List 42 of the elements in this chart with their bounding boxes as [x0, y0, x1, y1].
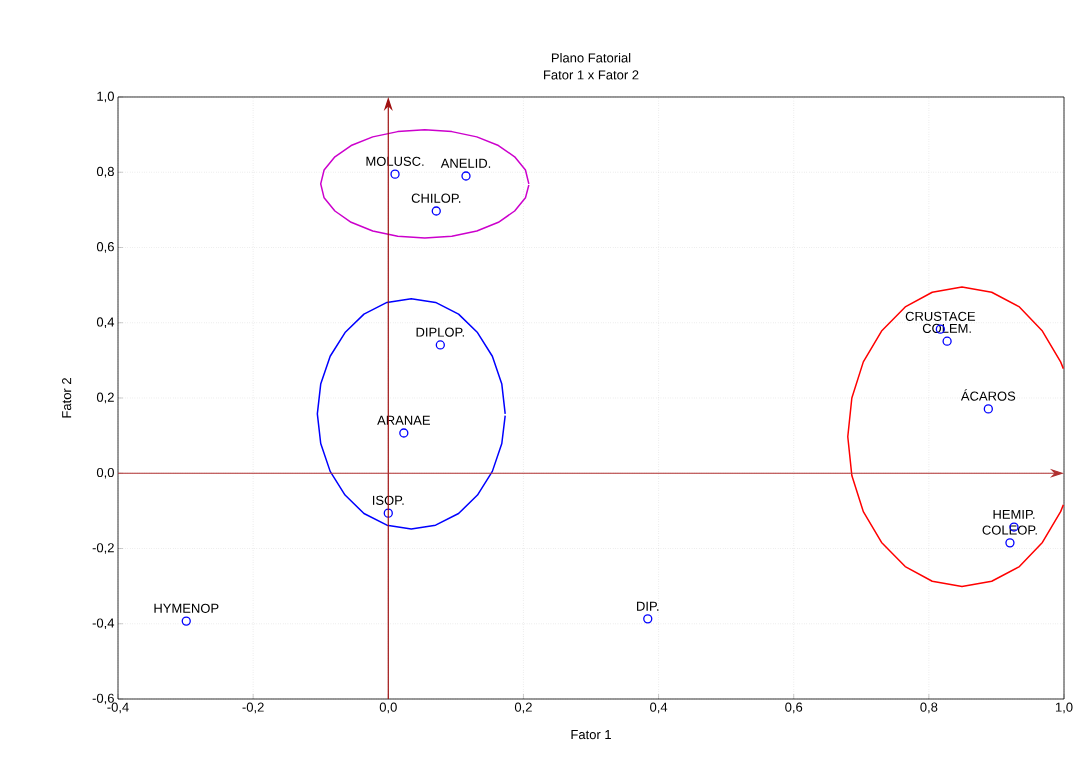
annotation: DIP.: [637, 601, 659, 611]
y-tick-label: -0,2: [92, 543, 114, 554]
x-tick-label: 0,0: [379, 702, 397, 714]
annotation: ÁCAROS: [960, 389, 1016, 401]
annotation: ANELID.: [440, 158, 491, 168]
x-tick-label: -0,2: [242, 702, 264, 714]
y-tick-label: -0,4: [92, 618, 115, 630]
x-tick-label: 0,4: [650, 702, 668, 714]
annotation: DIPLOP.: [416, 327, 464, 337]
point: [383, 508, 393, 518]
point: [983, 404, 993, 414]
y-tick-label: 0,6: [96, 242, 114, 253]
y-axis-title: Fator 2: [62, 378, 72, 418]
x-tick-label: 0,6: [785, 702, 803, 714]
point: [942, 336, 952, 346]
point: [399, 428, 409, 438]
point: [643, 614, 653, 624]
line-series: [319, 128, 530, 239]
annotation: CHILOP.: [411, 193, 461, 203]
annotation: CRUSTACE: [905, 311, 976, 321]
line-series: [847, 286, 1065, 588]
x-tick-label: 1,0: [1055, 702, 1073, 714]
y-tick-label: 0,2: [96, 392, 114, 404]
annotation: HYMENOP: [154, 603, 219, 613]
y-tick-label: 0,0: [96, 467, 114, 479]
chart-subtitle: Fator 1 x Fator 2: [544, 70, 639, 80]
point: [1005, 538, 1015, 548]
annotation: HEMIP.: [993, 509, 1035, 519]
annotation: COLEOP.: [982, 525, 1037, 535]
y-tick-label: 0,8: [96, 166, 114, 178]
x-tick-label: 0,2: [514, 702, 532, 714]
point: [390, 169, 400, 179]
x-axis-title: Fator 1: [571, 730, 611, 740]
chart-title: Plano Fatorial: [551, 52, 631, 63]
point: [181, 616, 191, 626]
point: [431, 206, 441, 216]
y-tick-label: 1,0: [97, 91, 114, 103]
point: [461, 171, 471, 181]
y-tick-label: 0,4: [96, 317, 115, 329]
x-tick-label: 0,8: [920, 702, 938, 714]
line-series: [316, 297, 506, 530]
point: [435, 340, 445, 350]
